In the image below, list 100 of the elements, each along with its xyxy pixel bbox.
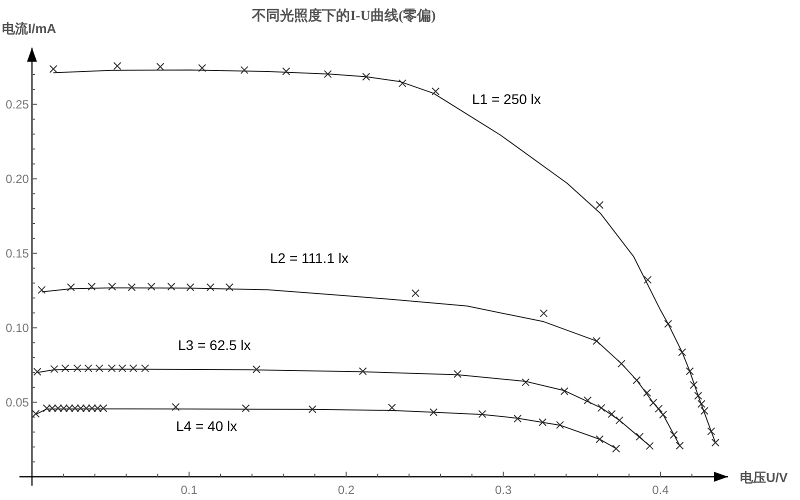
point — [608, 410, 616, 418]
y-tick-label: 0.20 — [6, 172, 30, 186]
point — [282, 67, 290, 76]
point — [596, 201, 604, 210]
point — [411, 289, 420, 298]
point — [49, 65, 58, 74]
point — [362, 72, 370, 81]
point — [61, 364, 70, 372]
x-tick-label: 0.2 — [338, 482, 355, 497]
annotation: L4 = 40 lx — [176, 418, 238, 434]
x-tick-label: 0.1 — [180, 482, 198, 497]
line-series — [36, 368, 650, 446]
point — [32, 410, 40, 418]
point — [398, 79, 406, 88]
point — [707, 427, 716, 436]
annotation: L1 = 250 lx — [472, 91, 541, 107]
point — [646, 442, 654, 450]
point — [73, 364, 82, 372]
point — [540, 309, 548, 318]
point — [71, 404, 80, 412]
point — [432, 87, 440, 96]
point — [690, 380, 698, 389]
point — [252, 365, 260, 374]
point — [129, 364, 138, 372]
point — [206, 283, 214, 292]
point — [50, 365, 58, 374]
x-axis-title: 电压U/V — [740, 470, 788, 485]
point — [38, 286, 46, 294]
point — [99, 404, 108, 412]
point — [141, 364, 150, 372]
point — [388, 404, 396, 412]
point — [88, 404, 96, 412]
point — [308, 405, 316, 414]
point — [592, 337, 601, 346]
point — [643, 388, 652, 397]
point — [670, 430, 678, 439]
x-tick-label: 0.4 — [652, 482, 670, 497]
point — [649, 398, 658, 407]
point — [156, 62, 164, 71]
point — [48, 404, 56, 412]
point — [42, 404, 51, 412]
point — [225, 283, 234, 292]
point — [118, 364, 126, 372]
point — [167, 282, 176, 291]
point — [66, 283, 75, 292]
point — [84, 364, 92, 372]
point — [60, 404, 68, 412]
point — [358, 367, 367, 376]
point — [76, 404, 85, 412]
line-series — [35, 408, 617, 450]
point — [664, 320, 672, 328]
annotation: L2 = 111.1 lx — [270, 250, 348, 266]
annotation: L3 = 62.5 lx — [178, 337, 251, 353]
point — [514, 414, 522, 423]
point — [54, 404, 62, 412]
point — [108, 282, 116, 291]
y-tick-label: 0.05 — [6, 395, 30, 410]
point — [659, 410, 668, 419]
point — [711, 438, 720, 447]
point — [172, 403, 180, 412]
point — [95, 364, 104, 372]
point — [108, 364, 116, 372]
point — [676, 442, 684, 450]
chart-title: 不同光照度下的I-U曲线(零偏) — [251, 7, 436, 24]
point — [644, 276, 652, 284]
point — [636, 432, 644, 441]
point — [128, 283, 136, 292]
y-tick-label: 0.15 — [6, 246, 30, 260]
point — [88, 282, 96, 291]
point — [240, 66, 248, 74]
point — [324, 70, 332, 78]
x-tick-label: 0.3 — [494, 482, 512, 497]
point — [694, 392, 702, 400]
point — [198, 64, 206, 72]
point — [612, 444, 620, 453]
point — [597, 404, 606, 412]
point — [113, 62, 122, 70]
point — [454, 370, 462, 378]
point — [186, 283, 194, 292]
y-tick-label: 0.25 — [6, 97, 30, 112]
point — [430, 408, 438, 416]
point — [147, 282, 156, 291]
point — [596, 435, 604, 444]
point — [478, 410, 486, 418]
point — [82, 404, 90, 412]
point — [686, 367, 694, 376]
point — [615, 416, 624, 424]
point — [560, 387, 568, 396]
point — [65, 404, 74, 412]
point — [556, 420, 564, 429]
point — [33, 368, 42, 376]
point — [538, 418, 547, 426]
point — [242, 404, 250, 412]
point — [522, 378, 530, 386]
point — [654, 404, 663, 413]
point — [678, 348, 686, 356]
point — [94, 404, 102, 412]
point — [632, 376, 641, 384]
line-series — [52, 70, 716, 444]
line-series — [41, 287, 680, 446]
